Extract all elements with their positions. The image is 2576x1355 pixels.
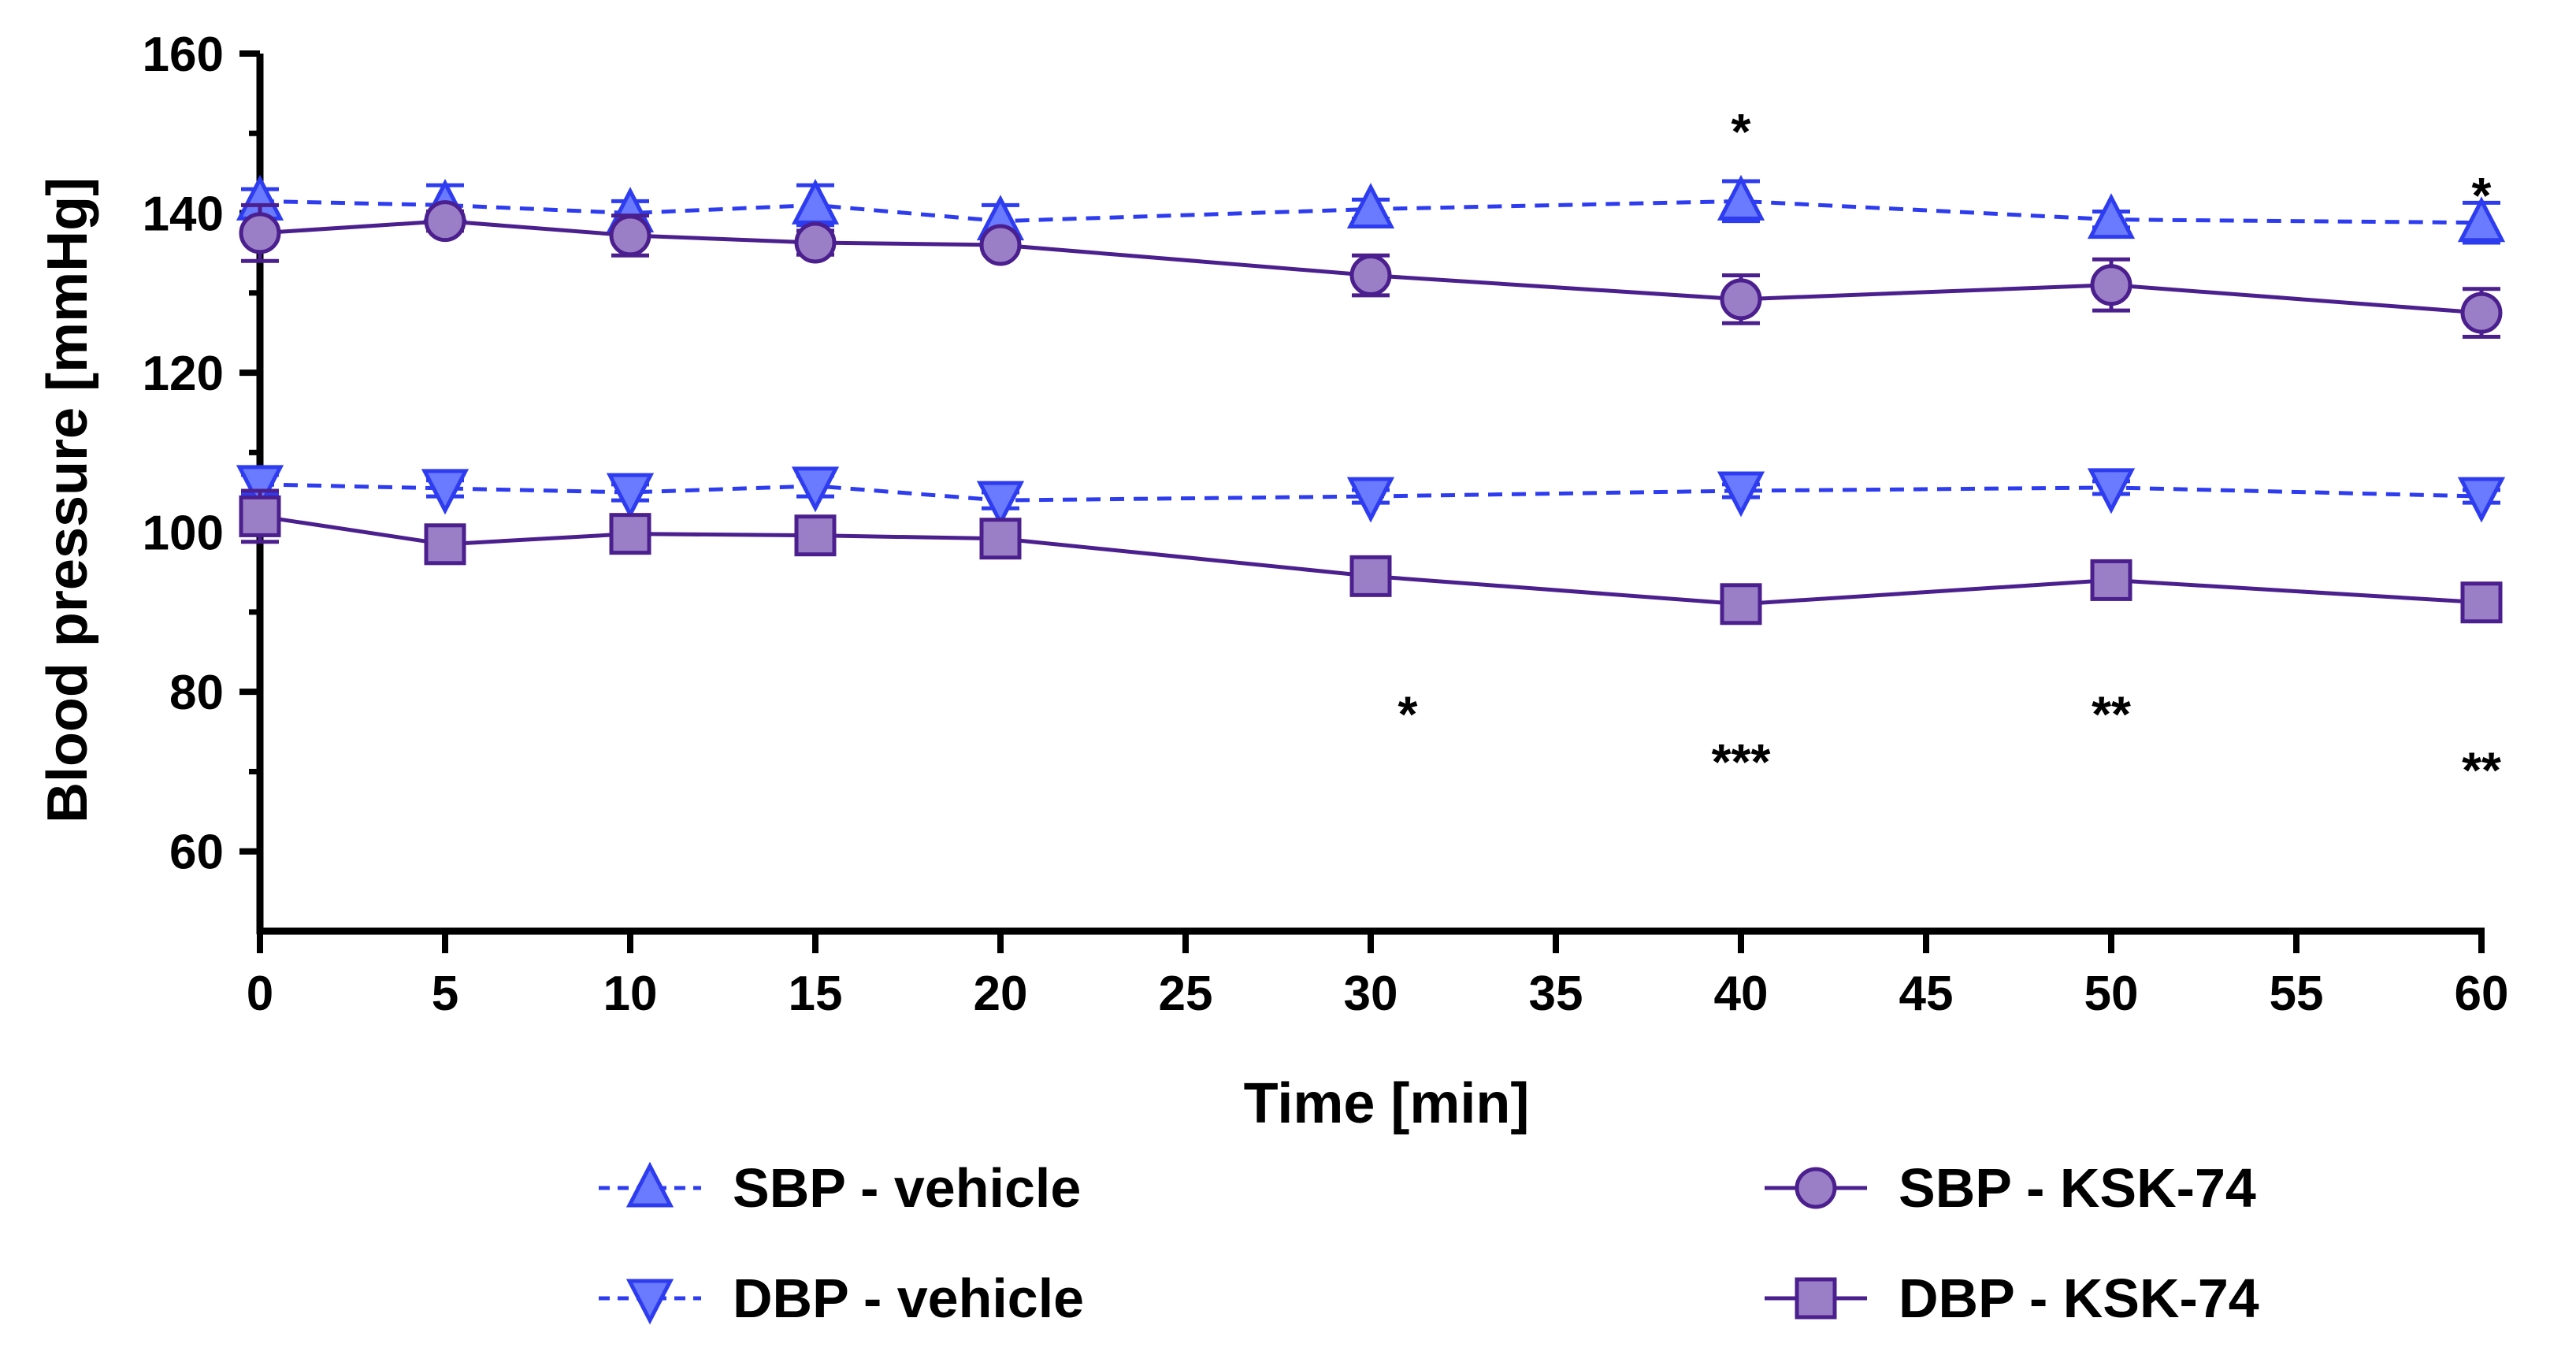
x-tick-label: 15 — [789, 967, 843, 1021]
data-point-dbp-ksk-74 — [2460, 581, 2503, 624]
significance-marker: ** — [2462, 741, 2501, 798]
data-point-sbp-ksk-74 — [1720, 278, 1762, 321]
x-tick-label: 25 — [1159, 967, 1213, 1021]
y-tick-label: 160 — [143, 28, 224, 82]
legend-marker — [625, 1161, 674, 1208]
data-point-sbp-ksk-74 — [979, 224, 1022, 266]
legend-item-sbp-vehicle: SBP - vehicle — [599, 1157, 1081, 1219]
x-tick-label: 20 — [974, 967, 1028, 1021]
data-point-dbp-vehicle — [236, 465, 284, 511]
legend-label: SBP - KSK-74 — [1899, 1157, 2256, 1219]
y-axis-title: Blood pressure [mmHg] — [36, 177, 99, 823]
y-tick-label: 100 — [143, 507, 224, 561]
x-tick-label: 50 — [2084, 967, 2139, 1021]
data-point-dbp-ksk-74 — [1349, 555, 1392, 597]
series-sbp-ksk-74 — [239, 200, 2503, 340]
x-tick-label: 35 — [1529, 967, 1583, 1021]
axes: 60 80 100 120 140 160 0 5 10 15 20 25 30 35 40 45 50 55 60… — [36, 28, 2508, 1135]
data-point-sbp-vehicle — [791, 178, 840, 225]
data-point-dbp-vehicle — [1346, 477, 1395, 523]
data-point-dbp-vehicle — [976, 481, 1025, 527]
legend-item-sbp-ksk-74: SBP - KSK-74 — [1765, 1157, 2256, 1219]
x-tick-label: 45 — [1899, 967, 1954, 1021]
significance-marker: * — [1732, 103, 1751, 160]
plot-area: ********** — [236, 103, 2506, 798]
significance-marker: * — [2472, 167, 2492, 224]
legend-label: SBP - vehicle — [733, 1157, 1081, 1219]
x-tick-label: 0 — [247, 967, 273, 1021]
data-point-dbp-vehicle — [1717, 471, 1765, 518]
significance-marker: *** — [1712, 733, 1771, 790]
data-point-sbp-vehicle — [1346, 183, 1395, 228]
y-tick-label: 60 — [169, 826, 224, 880]
data-point-sbp-ksk-74 — [239, 212, 281, 254]
data-point-dbp-vehicle — [606, 473, 655, 519]
data-point-dbp-vehicle — [421, 469, 470, 515]
data-point-sbp-ksk-74 — [2460, 291, 2503, 334]
x-tick-label: 55 — [2270, 967, 2324, 1021]
significance-marker: * — [1398, 685, 1418, 742]
series-dbp-ksk-74 — [239, 488, 2503, 626]
legend-label: DBP - KSK-74 — [1899, 1268, 2259, 1329]
x-tick-label: 40 — [1714, 967, 1769, 1021]
legend-marker — [625, 1279, 674, 1325]
data-point-dbp-vehicle — [2457, 477, 2506, 523]
data-point-sbp-ksk-74 — [794, 221, 837, 264]
data-point-dbp-ksk-74 — [794, 514, 837, 557]
x-tick-label: 10 — [603, 967, 658, 1021]
data-point-sbp-ksk-74 — [2090, 264, 2132, 306]
y-tick-label: 80 — [169, 666, 224, 720]
data-point-sbp-vehicle — [2457, 196, 2506, 243]
data-point-dbp-ksk-74 — [609, 513, 651, 555]
data-point-sbp-vehicle — [2087, 193, 2136, 239]
data-point-dbp-ksk-74 — [1720, 583, 1762, 626]
legend-item-dbp-vehicle: DBP - vehicle — [599, 1268, 1084, 1329]
legend-marker — [1795, 1167, 1837, 1209]
y-tick-label: 120 — [143, 347, 224, 401]
significance-marker: ** — [2092, 685, 2131, 742]
legend-label: DBP - vehicle — [733, 1268, 1084, 1329]
x-tick-label: 30 — [1344, 967, 1398, 1021]
legend-item-dbp-ksk-74: DBP - KSK-74 — [1765, 1268, 2259, 1329]
data-point-sbp-ksk-74 — [424, 200, 466, 243]
data-point-dbp-ksk-74 — [2090, 559, 2132, 601]
y-tick-label: 140 — [143, 187, 224, 242]
data-point-sbp-vehicle — [1717, 174, 1765, 221]
data-point-sbp-ksk-74 — [609, 214, 651, 257]
data-point-dbp-vehicle — [2087, 468, 2136, 514]
data-point-dbp-ksk-74 — [239, 495, 281, 537]
legend-marker — [1795, 1277, 1837, 1320]
x-tick-label: 5 — [432, 967, 458, 1021]
data-point-sbp-ksk-74 — [1349, 254, 1392, 297]
series-dbp-vehicle — [236, 465, 2506, 527]
x-tick-label: 60 — [2455, 967, 2509, 1021]
data-point-dbp-ksk-74 — [424, 523, 466, 566]
data-point-dbp-ksk-74 — [979, 518, 1022, 560]
x-axis-title: Time [min] — [1244, 1072, 1530, 1135]
data-point-dbp-vehicle — [791, 466, 840, 513]
legend: SBP - vehicle DBP - vehicle SBP - KSK-74 DB… — [599, 1157, 2259, 1329]
